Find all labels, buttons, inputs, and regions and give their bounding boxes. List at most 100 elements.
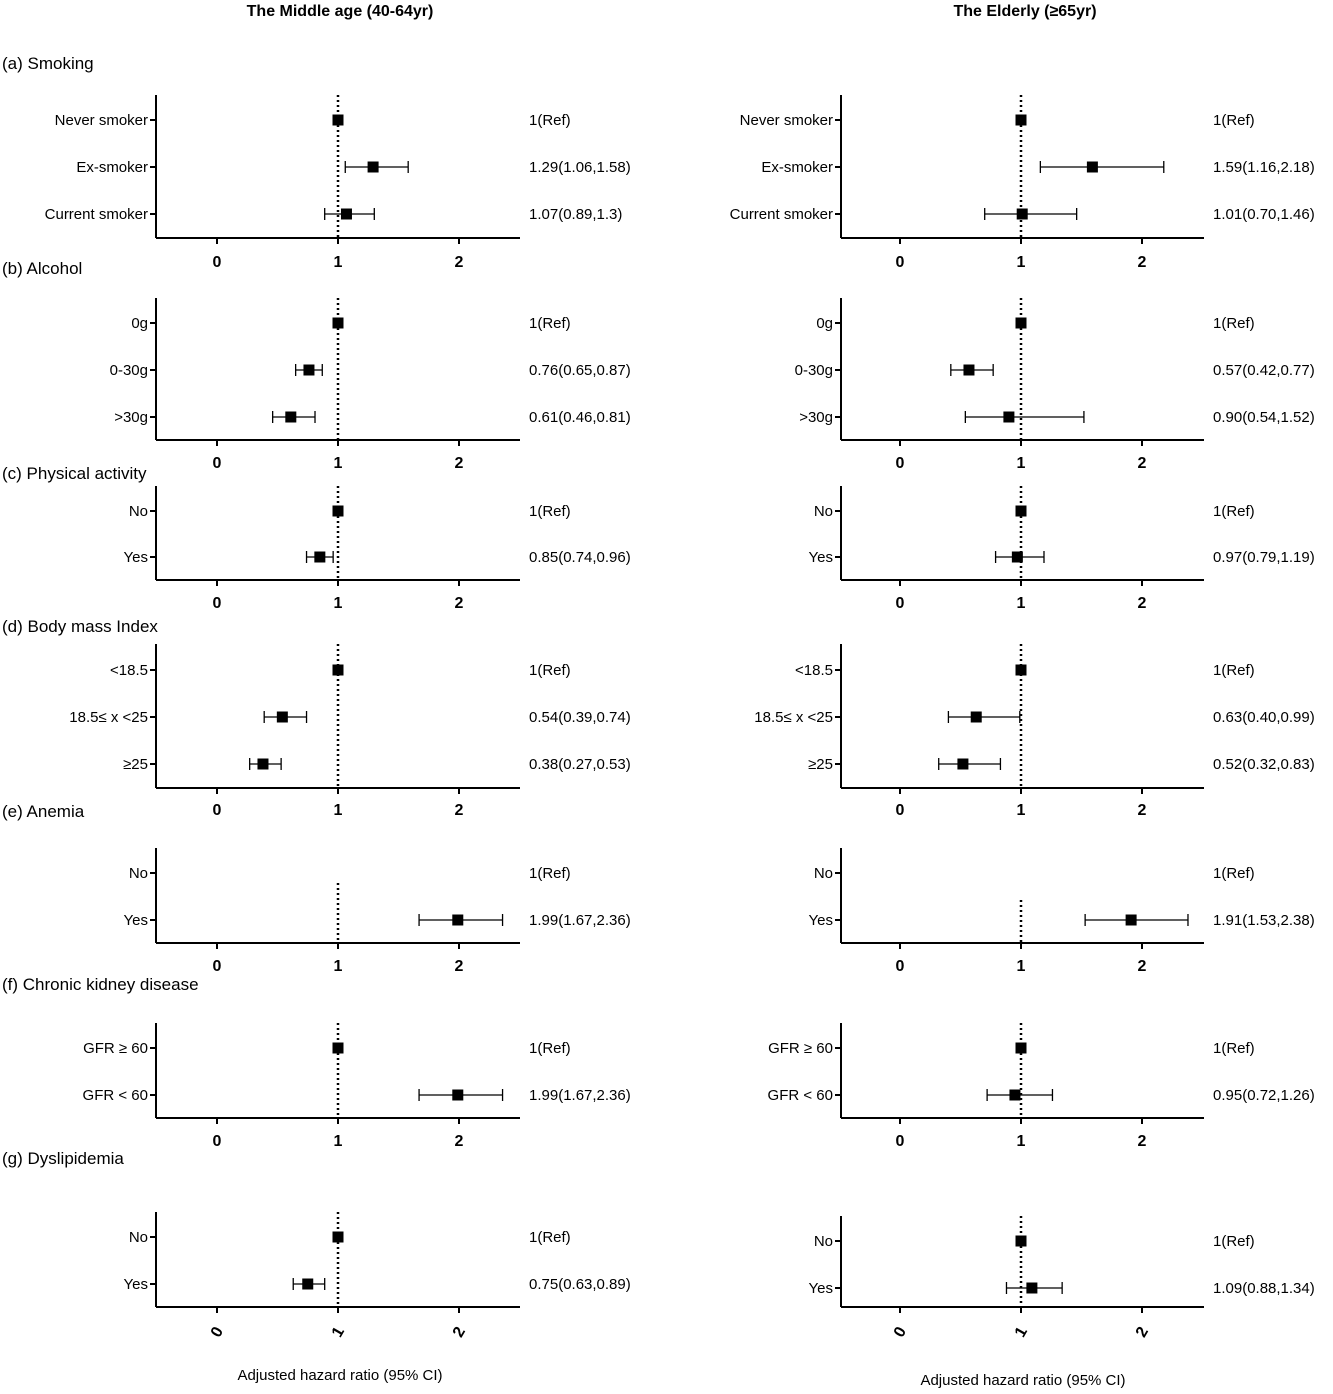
- x-tick-label: 2: [455, 802, 464, 819]
- section-title: (a) Smoking: [2, 54, 94, 73]
- hazard-ratio-label: 1.01(0.70,1.46): [1213, 206, 1315, 223]
- category-label: >30g: [799, 409, 833, 426]
- section-title: (b) Alcohol: [2, 259, 82, 278]
- hazard-ratio-label: 0.63(0.40,0.99): [1213, 709, 1315, 726]
- hazard-ratio-label: 1.29(1.06,1.58): [529, 159, 631, 176]
- hazard-ratio-point: [452, 1089, 464, 1101]
- x-tick-label: 0: [896, 455, 905, 472]
- category-label: ≥25: [808, 756, 833, 773]
- category-label: Current smoker: [45, 206, 148, 223]
- hazard-ratio-label: 0.57(0.42,0.77): [1213, 362, 1315, 379]
- category-label: No: [814, 865, 833, 882]
- hazard-ratio-label: 0.90(0.54,1.52): [1213, 409, 1315, 426]
- hazard-ratio-point: [302, 1278, 314, 1290]
- hazard-ratio-point: [1015, 1042, 1027, 1054]
- hazard-ratio-label: 1.59(1.16,2.18): [1213, 159, 1315, 176]
- category-label: No: [814, 503, 833, 520]
- hazard-ratio-label: 1.99(1.67,2.36): [529, 912, 631, 929]
- hazard-ratio-label: 1(Ref): [1213, 1040, 1255, 1057]
- x-tick-label: 0: [213, 1133, 222, 1150]
- category-label: Yes: [124, 1276, 148, 1293]
- x-tick-label: 2: [455, 254, 464, 271]
- x-tick-label: 1: [1017, 958, 1026, 975]
- hazard-ratio-label: 1.09(0.88,1.34): [1213, 1280, 1315, 1297]
- category-label: Never smoker: [740, 112, 833, 129]
- hazard-ratio-label: 1(Ref): [529, 1040, 571, 1057]
- x-tick-label: 1: [1017, 254, 1026, 271]
- category-label: Yes: [809, 1280, 833, 1297]
- x-tick-label: 1: [334, 1133, 343, 1150]
- hazard-ratio-point: [1015, 114, 1027, 126]
- x-tick-label: 1: [334, 595, 343, 612]
- hazard-ratio-point: [303, 364, 315, 376]
- x-tick-label: 1: [334, 958, 343, 975]
- section-title: (f) Chronic kidney disease: [2, 975, 199, 994]
- hazard-ratio-label: 0.97(0.79,1.19): [1213, 549, 1315, 566]
- hazard-ratio-point: [1003, 411, 1015, 423]
- hazard-ratio-point: [367, 161, 379, 173]
- category-label: 0-30g: [110, 362, 148, 379]
- x-tick-label: 0: [891, 1324, 910, 1340]
- hazard-ratio-label: 1(Ref): [529, 503, 571, 520]
- x-tick-label: 2: [450, 1324, 469, 1340]
- hazard-ratio-point: [314, 551, 326, 563]
- hazard-ratio-point: [1026, 1282, 1038, 1294]
- hazard-ratio-point: [285, 411, 297, 423]
- hazard-ratio-label: 1(Ref): [1213, 315, 1255, 332]
- category-label: No: [129, 865, 148, 882]
- x-tick-label: 1: [334, 455, 343, 472]
- category-label: Yes: [809, 549, 833, 566]
- x-tick-label: 1: [1017, 595, 1026, 612]
- hazard-ratio-label: 1(Ref): [1213, 112, 1255, 129]
- category-label: No: [129, 503, 148, 520]
- section-title: (g) Dyslipidemia: [2, 1149, 124, 1168]
- hazard-ratio-point: [1015, 317, 1027, 329]
- hazard-ratio-point: [452, 914, 464, 926]
- x-axis-label: Adjusted hazard ratio (95% CI): [920, 1372, 1125, 1389]
- hazard-ratio-label: 1(Ref): [529, 662, 571, 679]
- x-tick-label: 0: [213, 595, 222, 612]
- hazard-ratio-label: 1.99(1.67,2.36): [529, 1087, 631, 1104]
- hazard-ratio-point: [1015, 1235, 1027, 1247]
- category-label: Current smoker: [730, 206, 833, 223]
- hazard-ratio-point: [1016, 208, 1028, 220]
- category-label: Never smoker: [55, 112, 148, 129]
- section-title: (d) Body mass Index: [2, 617, 158, 636]
- hazard-ratio-label: 0.75(0.63,0.89): [529, 1276, 631, 1293]
- x-tick-label: 0: [896, 958, 905, 975]
- hazard-ratio-point: [332, 1042, 344, 1054]
- hazard-ratio-point: [257, 758, 269, 770]
- x-tick-label: 0: [213, 802, 222, 819]
- x-tick-label: 0: [896, 802, 905, 819]
- category-label: GFR < 60: [83, 1087, 148, 1104]
- hazard-ratio-label: 1(Ref): [1213, 865, 1255, 882]
- x-tick-label: 1: [1012, 1324, 1031, 1340]
- x-axis-label: Adjusted hazard ratio (95% CI): [237, 1367, 442, 1384]
- x-tick-label: 2: [455, 1133, 464, 1150]
- x-tick-label: 1: [1017, 1133, 1026, 1150]
- category-label: Yes: [124, 549, 148, 566]
- hazard-ratio-point: [276, 711, 288, 723]
- category-label: 0g: [131, 315, 148, 332]
- hazard-ratio-point: [1015, 505, 1027, 517]
- x-tick-label: 2: [455, 595, 464, 612]
- category-label: 0g: [816, 315, 833, 332]
- hazard-ratio-point: [963, 364, 975, 376]
- category-label: GFR ≥ 60: [768, 1040, 833, 1057]
- category-label: GFR ≥ 60: [83, 1040, 148, 1057]
- hazard-ratio-label: 0.95(0.72,1.26): [1213, 1087, 1315, 1104]
- hazard-ratio-point: [957, 758, 969, 770]
- x-tick-label: 2: [1138, 254, 1147, 271]
- section-title: (e) Anemia: [2, 802, 85, 821]
- category-label: <18.5: [110, 662, 148, 679]
- hazard-ratio-point: [332, 317, 344, 329]
- x-tick-label: 1: [334, 802, 343, 819]
- x-tick-label: 0: [896, 595, 905, 612]
- category-label: >30g: [114, 409, 148, 426]
- hazard-ratio-label: 1(Ref): [1213, 662, 1255, 679]
- x-tick-label: 2: [1138, 595, 1147, 612]
- hazard-ratio-point: [1086, 161, 1098, 173]
- hazard-ratio-point: [1011, 551, 1023, 563]
- category-label: 18.5≤ x <25: [69, 709, 148, 726]
- x-tick-label: 1: [1017, 802, 1026, 819]
